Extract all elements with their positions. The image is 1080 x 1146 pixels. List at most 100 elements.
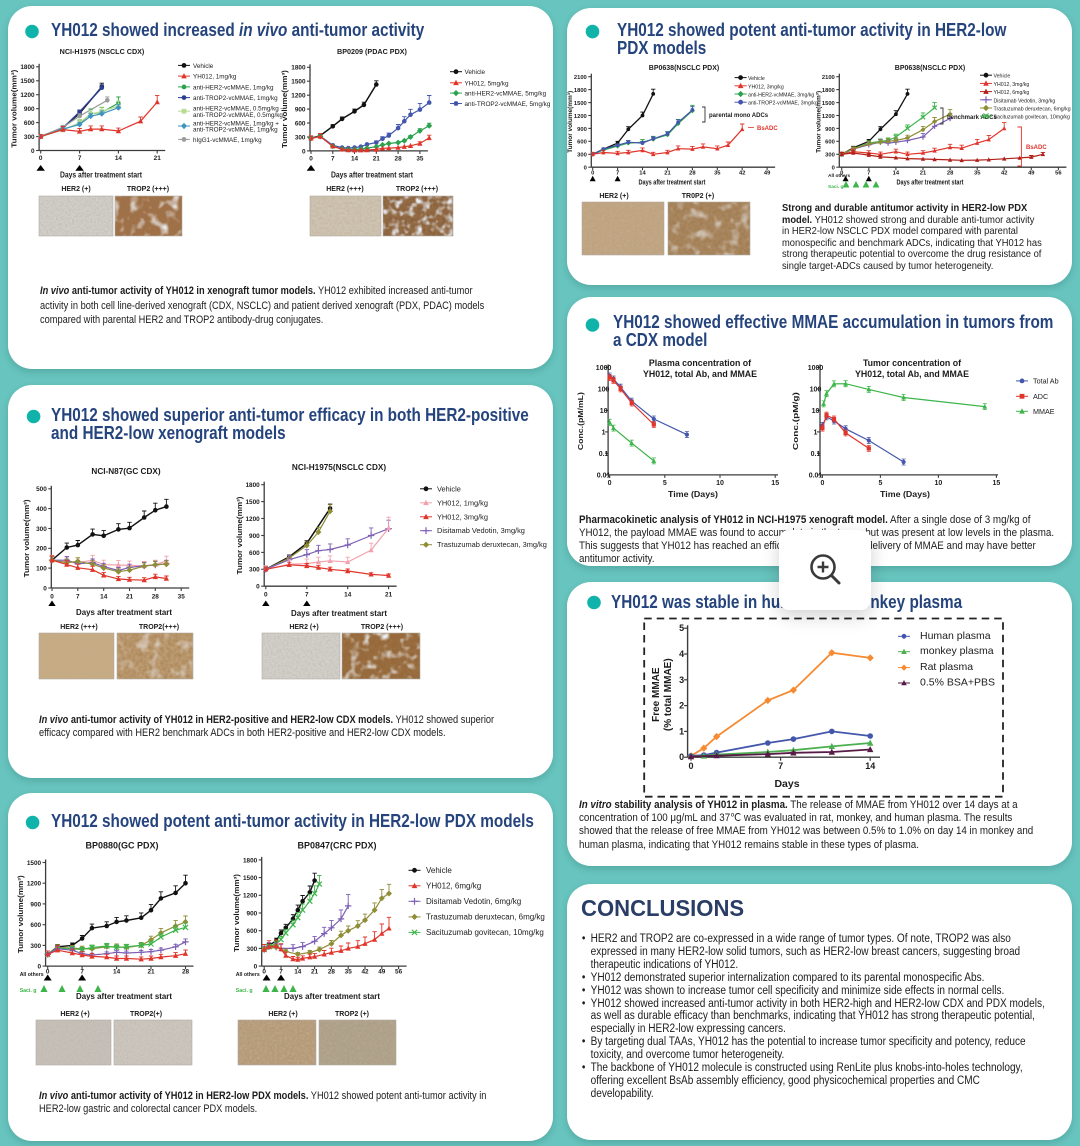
svg-text:1200: 1200 [20, 92, 35, 99]
svg-text:0: 0 [256, 584, 260, 591]
svg-text:7: 7 [78, 155, 82, 162]
svg-text:anti-TROP2-vcMMAE, 5mg/kg: anti-TROP2-vcMMAE, 5mg/kg [465, 101, 551, 108]
svg-text:YH012, 3mg/kg: YH012, 3mg/kg [437, 512, 488, 521]
svg-text:1500: 1500 [27, 860, 42, 867]
svg-text:28: 28 [395, 155, 403, 162]
svg-text:anti-HER2-vcMMAE, 3mg/kg: anti-HER2-vcMMAE, 3mg/kg [748, 93, 814, 99]
svg-text:Conc.(pM/g): Conc.(pM/g) [791, 391, 800, 450]
svg-text:Saci. g: Saci. g [828, 184, 844, 190]
svg-text:28: 28 [152, 594, 160, 601]
svg-text:56: 56 [1055, 171, 1062, 177]
svg-text:0: 0 [46, 969, 50, 976]
svg-text:hIgG1-vcMMAE, 1mg/kg: hIgG1-vcMMAE, 1mg/kg [193, 137, 262, 144]
svg-text:0.1: 0.1 [811, 451, 821, 458]
svg-text:500: 500 [36, 486, 47, 493]
svg-text:0: 0 [262, 969, 266, 976]
svg-text:All others: All others [20, 972, 44, 978]
svg-text:All others: All others [236, 972, 260, 978]
svg-text:3: 3 [679, 675, 684, 685]
svg-text:All others: All others [828, 173, 850, 179]
svg-text:Tumor volume(mm³): Tumor volume(mm³) [16, 875, 25, 954]
svg-text:Vehicle: Vehicle [437, 484, 461, 493]
svg-text:TROP2(+++): TROP2(+++) [139, 624, 179, 631]
svg-text:2100: 2100 [822, 75, 835, 81]
svg-text:28: 28 [689, 171, 696, 177]
svg-text:BsADC: BsADC [1026, 145, 1047, 151]
svg-text:100: 100 [810, 386, 822, 393]
svg-text:14: 14 [893, 171, 900, 177]
svg-text:7: 7 [305, 592, 309, 599]
svg-text:21: 21 [154, 155, 162, 162]
svg-text:YH012, 3mg/kg: YH012, 3mg/kg [748, 84, 784, 90]
svg-text:0: 0 [302, 148, 306, 155]
svg-text:600: 600 [30, 922, 41, 929]
svg-text:49: 49 [378, 969, 386, 976]
svg-text:35: 35 [345, 969, 353, 976]
svg-text:600: 600 [247, 928, 258, 935]
svg-text:7: 7 [80, 969, 84, 976]
svg-text:Days after treatment start: Days after treatment start [60, 171, 142, 180]
svg-text:HER2 (+): HER2 (+) [60, 1011, 89, 1018]
svg-text:MMAE: MMAE [1033, 407, 1055, 416]
svg-text:14: 14 [294, 969, 302, 976]
svg-text:21: 21 [147, 969, 155, 976]
svg-text:0: 0 [820, 480, 824, 487]
svg-text:1: 1 [814, 429, 818, 436]
svg-text:900: 900 [24, 106, 35, 113]
svg-text:14: 14 [100, 594, 108, 601]
svg-text:7: 7 [279, 969, 283, 976]
svg-text:900: 900 [247, 910, 258, 917]
svg-text:Tumor concentration of: Tumor concentration of [863, 358, 961, 368]
svg-text:7: 7 [778, 761, 783, 771]
svg-text:BsADC: BsADC [757, 126, 778, 132]
svg-text:1: 1 [602, 429, 606, 436]
svg-text:anti-TROP2-vcMMAE, 0.5mg/kg: anti-TROP2-vcMMAE, 0.5mg/kg [193, 112, 283, 119]
svg-text:0: 0 [264, 592, 268, 599]
svg-text:anti-TROP2-vcMMAE, 1mg/kg: anti-TROP2-vcMMAE, 1mg/kg [193, 127, 278, 134]
svg-text:35: 35 [416, 155, 424, 162]
svg-text:1000: 1000 [596, 365, 612, 372]
svg-text:0: 0 [608, 480, 612, 487]
svg-text:Days after treatment start: Days after treatment start [897, 180, 965, 187]
svg-text:0: 0 [832, 166, 835, 172]
svg-text:1200: 1200 [822, 114, 835, 120]
svg-text:0.5% BSA+PBS: 0.5% BSA+PBS [920, 677, 995, 689]
svg-text:1800: 1800 [291, 65, 306, 72]
svg-text:Conc.(pM/mL): Conc.(pM/mL) [576, 392, 585, 451]
svg-text:Days: Days [774, 778, 799, 790]
svg-text:1000: 1000 [808, 365, 824, 372]
svg-text:900: 900 [577, 127, 587, 133]
svg-text:300: 300 [24, 134, 35, 141]
svg-text:1800: 1800 [574, 88, 587, 94]
svg-text:28: 28 [947, 171, 954, 177]
svg-text:YH012, total Ab, and MMAE: YH012, total Ab, and MMAE [855, 369, 969, 379]
svg-text:300: 300 [30, 943, 41, 950]
svg-text:TR0P2 (+): TR0P2 (+) [682, 193, 714, 200]
svg-text:anti-HER2-vcMMAE, 1mg/kg: anti-HER2-vcMMAE, 1mg/kg [193, 84, 274, 91]
svg-text:anti-HER2-vcMMAE, 1mg/kg +: anti-HER2-vcMMAE, 1mg/kg + [193, 120, 279, 127]
svg-text:0: 0 [38, 964, 42, 971]
svg-text:Tumor volume(mm³): Tumor volume(mm³) [816, 91, 823, 153]
svg-text:10: 10 [716, 480, 724, 487]
svg-text:100: 100 [598, 386, 610, 393]
svg-text:600: 600 [249, 550, 260, 557]
svg-text:0: 0 [43, 585, 47, 592]
svg-text:anti-TROP2-vcMMAE, 3mg/kg: anti-TROP2-vcMMAE, 3mg/kg [748, 101, 818, 107]
svg-text:14: 14 [113, 969, 121, 976]
svg-text:TROP2(+): TROP2(+) [130, 1011, 162, 1018]
svg-text:1800: 1800 [822, 88, 835, 94]
svg-text:42: 42 [361, 969, 369, 976]
svg-text:14: 14 [344, 592, 352, 599]
svg-text:1200: 1200 [245, 516, 260, 523]
svg-text:21: 21 [920, 171, 927, 177]
svg-text:YH012, 5mg/kg: YH012, 5mg/kg [465, 80, 509, 87]
svg-text:Vehicle: Vehicle [426, 866, 452, 875]
svg-text:100: 100 [36, 566, 47, 573]
svg-text:10: 10 [812, 408, 820, 415]
svg-text:900: 900 [295, 107, 306, 114]
svg-text:BP0638(NSCLC PDX): BP0638(NSCLC PDX) [895, 65, 965, 72]
svg-text:5: 5 [679, 623, 684, 633]
svg-text:7: 7 [331, 155, 335, 162]
svg-text:Sacituzumab govitecan, 10mg/kg: Sacituzumab govitecan, 10mg/kg [994, 115, 1071, 121]
svg-text:600: 600 [24, 120, 35, 127]
